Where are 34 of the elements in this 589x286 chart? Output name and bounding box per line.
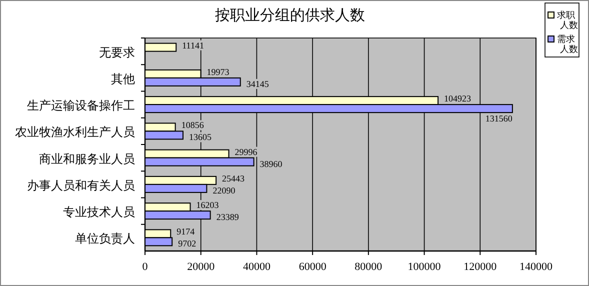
- data-label: 104923: [444, 94, 472, 104]
- y-tick-label: 无要求: [99, 45, 135, 60]
- y-tick-label: 单位负责人: [75, 232, 135, 246]
- legend-label: 需求人数: [557, 34, 578, 54]
- y-tick-label: 专业技术人员: [63, 205, 135, 220]
- legend-label: 求职人数: [557, 10, 578, 30]
- data-label: 22090: [212, 185, 236, 196]
- x-tick-label: 60000: [298, 261, 327, 273]
- y-tick-label: 生产运输设备操作工: [27, 98, 135, 113]
- x-tick-label: 40000: [242, 261, 271, 273]
- data-label: 131560: [485, 114, 513, 124]
- data-label: 38960: [260, 158, 283, 169]
- data-label: 19973: [206, 66, 230, 77]
- data-label: 23389: [216, 212, 240, 222]
- data-label: 16203: [196, 200, 220, 210]
- x-tick-label: 120000: [464, 261, 498, 273]
- y-tick-label: 其他: [111, 72, 135, 86]
- x-tick-label: 100000: [408, 261, 442, 273]
- x-tick-label: 140000: [520, 261, 553, 273]
- data-label: 29996: [234, 146, 258, 157]
- y-tick-label: 办事人员和有关人员: [27, 178, 135, 192]
- data-label: 9702: [178, 238, 196, 249]
- data-label: 25443: [222, 173, 246, 184]
- data-label: 10856: [181, 120, 204, 130]
- chart-title: 按职业分组的供求人数: [215, 7, 365, 24]
- y-tick-label: 商业和服务业人员: [39, 152, 135, 166]
- data-label: 11141: [182, 40, 204, 50]
- x-tick-label: 80000: [354, 261, 383, 273]
- x-tick-label: 0: [142, 261, 148, 273]
- data-label: 9174: [176, 226, 196, 237]
- data-label: 13605: [188, 132, 212, 142]
- x-tick-label: 20000: [187, 261, 216, 273]
- y-tick-label: 农业牧渔水利生产人员: [15, 125, 135, 140]
- data-label: 34145: [246, 78, 270, 89]
